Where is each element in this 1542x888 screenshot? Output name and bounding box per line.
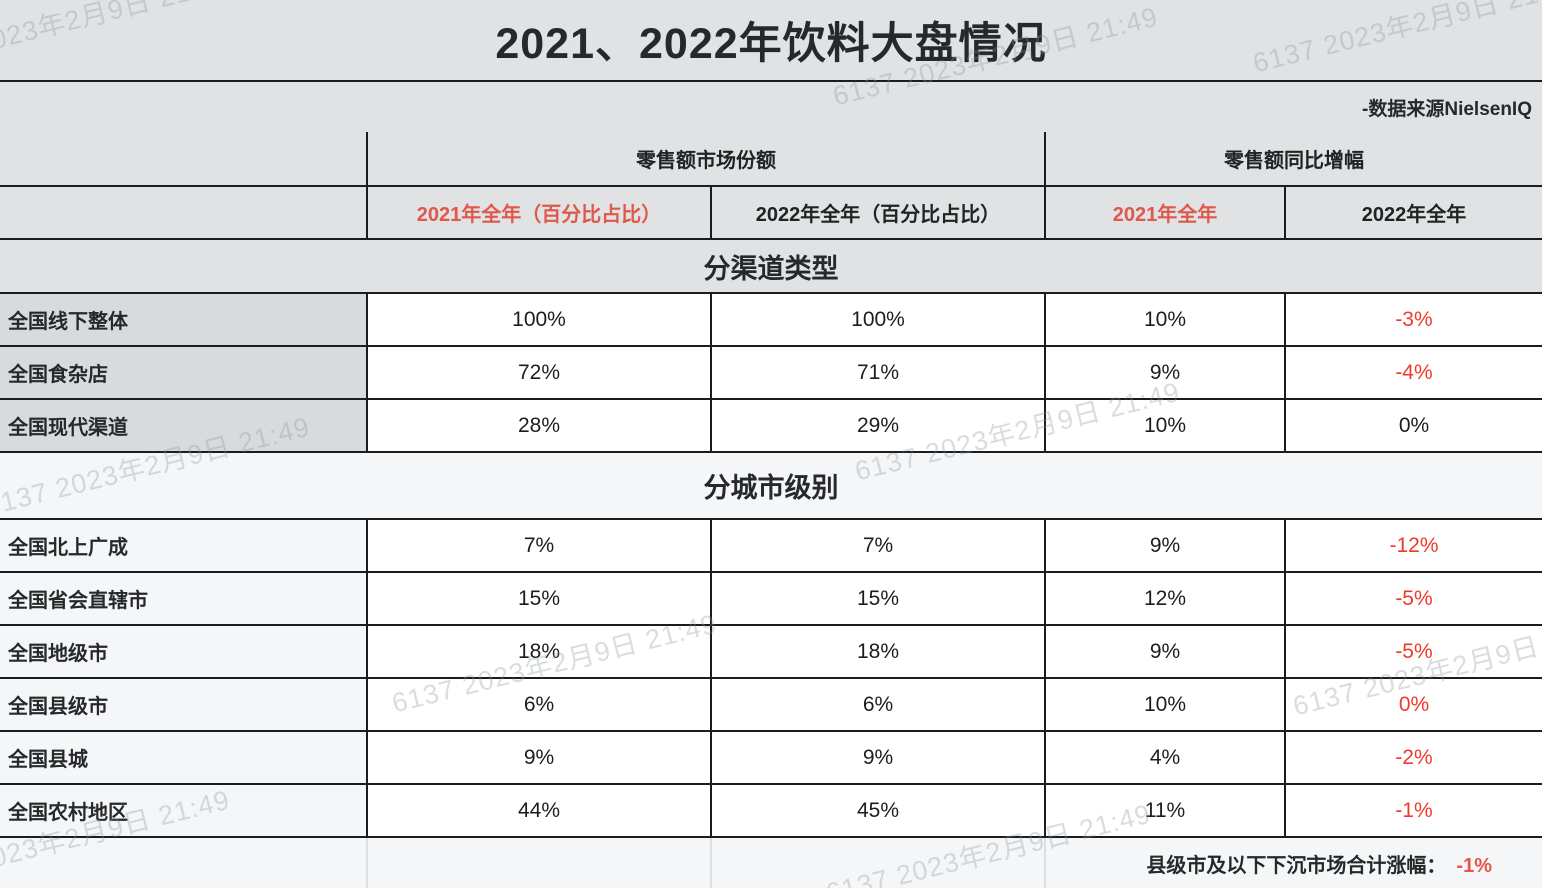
corner-cell (0, 187, 368, 238)
share-2021-value: 100% (368, 294, 712, 345)
growth-2022-value: -5% (1286, 573, 1542, 624)
row-label: 全国县级市 (0, 679, 368, 730)
row-label: 全国县城 (0, 732, 368, 783)
growth-2022-value: -4% (1286, 347, 1542, 398)
share-2022-value: 71% (712, 347, 1046, 398)
share-2021-value: 9% (368, 732, 712, 783)
growth-2021-value: 12% (1046, 573, 1286, 624)
share-2022-value: 6% (712, 679, 1046, 730)
table-row: 全国北上广成 7% 7% 9% -12% (0, 520, 1542, 573)
growth-2022-value: 0% (1286, 400, 1542, 451)
section-title-channel-type: 分渠道类型 (0, 240, 1542, 294)
growth-2021-value: 10% (1046, 400, 1286, 451)
source-band: -数据来源NielsenIQ (0, 82, 1542, 132)
col-header-share-2022: 2022年全年（百分比占比） (712, 187, 1046, 238)
share-2022-value: 15% (712, 573, 1046, 624)
growth-2022-value: -3% (1286, 294, 1542, 345)
row-label: 全国北上广成 (0, 520, 368, 571)
column-header-row: 2021年全年（百分比占比） 2022年全年（百分比占比） 2021年全年 20… (0, 187, 1542, 240)
title-band: 2021、2022年饮料大盘情况 (0, 0, 1542, 82)
growth-2021-value: 9% (1046, 626, 1286, 677)
col-header-growth-2021: 2021年全年 (1046, 187, 1286, 238)
beverage-market-table: 零售额市场份额 零售额同比增幅 2021年全年（百分比占比） 2022年全年（百… (0, 132, 1542, 888)
group-header-market-share: 零售额市场份额 (368, 132, 1046, 185)
corner-cell (0, 132, 368, 185)
growth-2022-value: -5% (1286, 626, 1542, 677)
growth-2021-value: 11% (1046, 785, 1286, 836)
row-label: 全国现代渠道 (0, 400, 368, 451)
col-header-growth-2022: 2022年全年 (1361, 204, 1467, 226)
table-row: 全国县城 9% 9% 4% -2% (0, 732, 1542, 785)
share-2022-value: 29% (712, 400, 1046, 451)
footnote-label: 县级市及以下下沉市场合计涨幅： (1146, 854, 1447, 877)
table-row: 全国地级市 18% 18% 9% -5% (0, 626, 1542, 679)
share-2022-value: 45% (712, 785, 1046, 836)
growth-2021-value: 9% (1046, 520, 1286, 571)
growth-2022-value: -12% (1286, 520, 1542, 571)
growth-2021-value: 9% (1046, 347, 1286, 398)
sinking-market-footnote: 县级市及以下下沉市场合计涨幅： -1% (1146, 849, 1492, 878)
page-title: 2021、2022年饮料大盘情况 (495, 20, 1047, 68)
table-row: 全国省会直辖市 15% 15% 12% -5% (0, 573, 1542, 626)
row-label: 全国食杂店 (0, 347, 368, 398)
table-row: 全国农村地区 44% 45% 11% -1% (0, 785, 1542, 838)
share-2021-value: 44% (368, 785, 712, 836)
table-row: 全国县级市 6% 6% 10% 0% (0, 679, 1542, 732)
growth-2021-value: 10% (1046, 294, 1286, 345)
share-2022-value: 7% (712, 520, 1046, 571)
share-2021-value: 28% (368, 400, 712, 451)
row-label: 全国省会直辖市 (0, 573, 368, 624)
share-2022-value: 18% (712, 626, 1046, 677)
share-2022-value: 100% (712, 294, 1046, 345)
footer-spacer (0, 838, 368, 888)
group-header-yoy-growth: 零售额同比增幅 (1224, 150, 1364, 172)
row-label: 全国线下整体 (0, 294, 368, 345)
share-2021-value: 6% (368, 679, 712, 730)
growth-2022-value: -1% (1286, 785, 1542, 836)
share-2021-value: 18% (368, 626, 712, 677)
row-label: 全国农村地区 (0, 785, 368, 836)
footer-note-cell: 县级市及以下下沉市场合计涨幅： -1% (1046, 838, 1542, 888)
growth-2022-value: 0% (1286, 679, 1542, 730)
share-2021-value: 15% (368, 573, 712, 624)
table-row: 全国线下整体 100% 100% 10% -3% (0, 294, 1542, 347)
table-row: 全国食杂店 72% 71% 9% -4% (0, 347, 1542, 400)
growth-2021-value: 4% (1046, 732, 1286, 783)
footnote-row: 县级市及以下下沉市场合计涨幅： -1% (0, 838, 1542, 888)
col-header-share-2021: 2021年全年（百分比占比） (368, 187, 712, 238)
share-2022-value: 9% (712, 732, 1046, 783)
group-header-row: 零售额市场份额 零售额同比增幅 (0, 132, 1542, 187)
growth-2021-value: 10% (1046, 679, 1286, 730)
table-row: 全国现代渠道 28% 29% 10% 0% (0, 400, 1542, 453)
growth-2022-value: -2% (1286, 732, 1542, 783)
footer-spacer (712, 838, 1046, 888)
footer-spacer (368, 838, 712, 888)
footnote-value: -1% (1456, 854, 1492, 877)
share-2021-value: 72% (368, 347, 712, 398)
data-source-label: -数据来源NielsenIQ (1362, 98, 1532, 120)
section-title-city-tier: 分城市级别 (0, 453, 1542, 520)
share-2021-value: 7% (368, 520, 712, 571)
row-label: 全国地级市 (0, 626, 368, 677)
